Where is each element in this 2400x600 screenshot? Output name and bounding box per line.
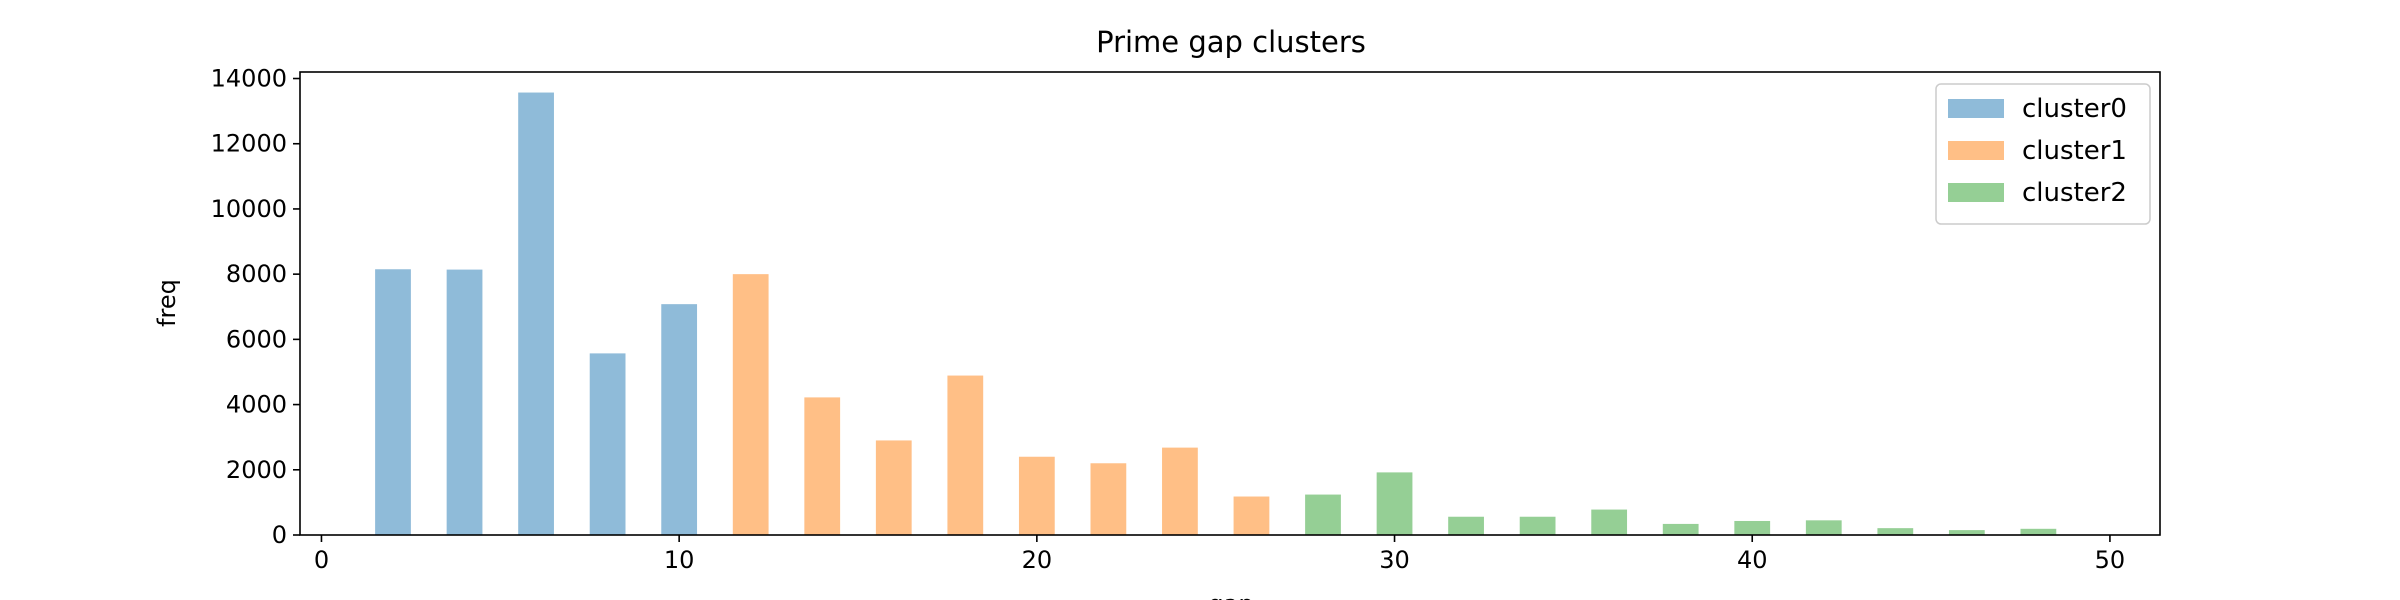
y-tick-label: 6000 (226, 325, 287, 353)
y-tick-label: 8000 (226, 260, 287, 288)
bar-cluster0-gap-2 (375, 269, 411, 535)
y-tick-label: 4000 (226, 391, 287, 419)
bar-cluster1-gap-12 (732, 274, 769, 535)
bar-cluster2-gap-40 (1734, 520, 1771, 535)
x-tick-label: 10 (664, 546, 695, 574)
bar-cluster0-gap-6 (518, 92, 554, 535)
y-tick-label: 0 (272, 521, 287, 549)
bar-cluster2-gap-36 (1591, 509, 1628, 535)
x-tick-label: 40 (1737, 546, 1768, 574)
legend-label-cluster2: cluster2 (2022, 178, 2127, 208)
y-tick-label: 2000 (226, 456, 287, 484)
bar-cluster2-gap-34 (1519, 516, 1556, 535)
x-tick-label: 20 (1022, 546, 1053, 574)
x-tick-label: 0 (314, 546, 329, 574)
plot-frame (299, 71, 2161, 536)
legend-label-cluster0: cluster0 (2022, 94, 2127, 124)
x-tick-label: 30 (1379, 546, 1410, 574)
bar-cluster1-gap-24 (1162, 447, 1198, 535)
bars-layer (375, 92, 2057, 535)
bar-cluster2-gap-42 (1805, 520, 1842, 535)
x-axis-label: gap (1208, 590, 1253, 600)
legend-swatch-cluster2 (1948, 183, 2004, 202)
bar-cluster1-gap-22 (1090, 463, 1127, 535)
legend: cluster0 cluster1 cluster2 (1935, 83, 2151, 225)
bar-cluster2-gap-46 (1948, 530, 1985, 535)
axes-layer: 0 2000 4000 6000 8000 10000 12000 14000 0 10 20 30 4… (211, 65, 2126, 574)
bar-cluster2-gap-30 (1376, 472, 1413, 535)
bar-cluster1-gap-16 (875, 440, 912, 535)
bar-cluster1-gap-14 (804, 397, 841, 535)
bar-cluster2-gap-48 (2020, 528, 2057, 535)
bar-cluster1-gap-20 (1018, 456, 1055, 535)
bar-cluster1-gap-26 (1233, 496, 1270, 535)
bar-cluster0-gap-4 (446, 269, 483, 535)
chart-title: Prime gap clusters (1096, 25, 1366, 59)
legend-label-cluster1: cluster1 (2022, 136, 2127, 166)
bar-cluster2-gap-38 (1662, 523, 1699, 535)
bar-cluster0-gap-10 (661, 304, 698, 535)
bar-cluster2-gap-44 (1877, 528, 1914, 535)
bar-cluster0-gap-8 (589, 353, 626, 535)
y-tick-label: 10000 (211, 195, 287, 223)
y-axis-label: freq (153, 279, 181, 327)
y-tick-label: 14000 (211, 65, 287, 93)
bar-cluster1-gap-18 (947, 375, 984, 535)
x-tick-label: 50 (2095, 546, 2126, 574)
y-tick-label: 12000 (211, 130, 287, 158)
legend-swatch-cluster0 (1948, 99, 2004, 118)
legend-swatch-cluster1 (1948, 141, 2004, 160)
bar-cluster2-gap-28 (1305, 494, 1341, 535)
bar-cluster2-gap-32 (1448, 516, 1484, 535)
